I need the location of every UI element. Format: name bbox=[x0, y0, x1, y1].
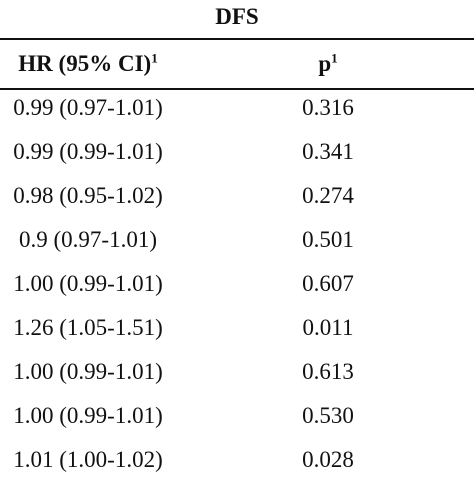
table-row: 1.26 (1.05-1.51) 0.011 bbox=[0, 306, 474, 350]
table-row: 1.00 (0.99-1.01) 0.613 bbox=[0, 350, 474, 394]
p-value-cell: 0.613 bbox=[302, 359, 354, 384]
hr-cell: 1.26 (1.05-1.51) bbox=[13, 315, 163, 340]
hr-header-label: HR (95% CI) bbox=[18, 51, 152, 76]
hr-cell: 1.00 (0.99-1.01) bbox=[13, 359, 163, 384]
table-row: 1.00 (0.99-1.01) 0.530 bbox=[0, 394, 474, 438]
group-title: DFS bbox=[215, 4, 259, 29]
p-value-cell: 0.341 bbox=[302, 139, 354, 164]
header-row: HR (95% CI)1 p1 bbox=[0, 42, 474, 86]
p-header-label: p bbox=[318, 51, 332, 76]
hr-cell: 0.98 (0.95-1.02) bbox=[13, 183, 163, 208]
p-header-footnote: 1 bbox=[331, 50, 338, 66]
p-value-cell: 0.316 bbox=[302, 95, 354, 120]
p-value-cell: 0.274 bbox=[302, 183, 354, 208]
hr-cell: 1.01 (1.00-1.02) bbox=[13, 447, 163, 472]
hr-cell: 1.00 (0.99-1.01) bbox=[13, 271, 163, 296]
hr-cell: 0.9 (0.97-1.01) bbox=[19, 227, 157, 252]
p-value-cell: 0.530 bbox=[302, 403, 354, 428]
table-row: 0.9 (0.97-1.01) 0.501 bbox=[0, 218, 474, 262]
hr-cell: 1.00 (0.99-1.01) bbox=[13, 403, 163, 428]
p-value-cell: 0.028 bbox=[302, 447, 354, 472]
p-value-cell: 0.607 bbox=[302, 271, 354, 296]
hr-cell: 0.99 (0.99-1.01) bbox=[13, 139, 163, 164]
hr-column-header: HR (95% CI)1 bbox=[0, 42, 188, 86]
table-row: 1.01 (1.00-1.02) 0.028 bbox=[0, 438, 474, 482]
table-row: 0.98 (0.95-1.02) 0.274 bbox=[0, 174, 474, 218]
top-rule bbox=[0, 38, 474, 40]
hr-cell: 0.99 (0.97-1.01) bbox=[13, 95, 163, 120]
p-value-cell: 0.501 bbox=[302, 227, 354, 252]
p-value-cell: 0.011 bbox=[302, 315, 354, 340]
hr-header-footnote: 1 bbox=[151, 50, 158, 66]
p-column-header: p1 bbox=[248, 42, 408, 86]
header-rule bbox=[0, 88, 474, 90]
table-row: 1.00 (0.99-1.01) 0.607 bbox=[0, 262, 474, 306]
table-row: 0.99 (0.99-1.01) 0.341 bbox=[0, 130, 474, 174]
table-row: 0.99 (0.97-1.01) 0.316 bbox=[0, 86, 474, 130]
